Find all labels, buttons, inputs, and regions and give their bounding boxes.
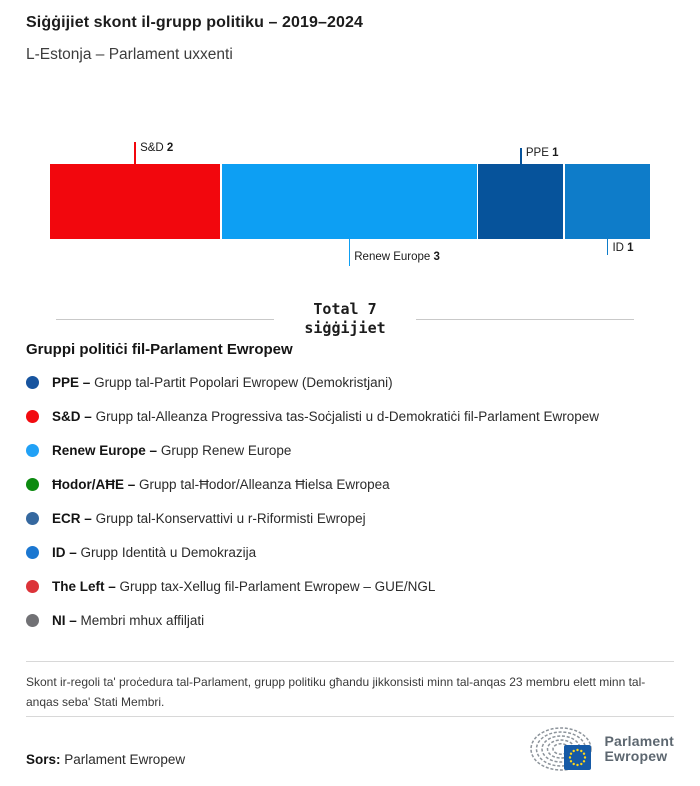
legend-item-sd: S&D – Grupp tal-Alleanza Progressiva tas… [26,399,674,433]
bar-segment-renew[interactable]: Renew Europe 3 [221,164,477,266]
legend-item-text: PPE – Grupp tal-Partit Popolari Ewropew … [52,374,393,390]
legend-item-id: ID – Grupp Identità u Demokrazija [26,535,674,569]
european-parliament-logo[interactable]: Parlament Ewropew [527,725,675,773]
divider-line-right [415,318,634,320]
eu-flag-stars [568,748,586,767]
legend-list: PPE – Grupp tal-Partit Popolari Ewropew … [26,365,674,637]
logo-line1: Parlament [604,733,674,749]
segment-seats: 2 [166,142,174,154]
legend-dot-ecr [26,511,39,525]
legend-dot-ppe [26,375,39,389]
segment-tick-renew [348,239,350,266]
total-seats-row: Total 7 siġġijiet [56,300,634,338]
legend-item-text: Renew Europe – Grupp Renew Europe [52,442,292,458]
legend-item-renew: Renew Europe – Grupp Renew Europe [26,433,674,467]
bar-segment-ppe[interactable]: PPE 1 [478,147,564,239]
legend-item-left: The Left – Grupp tax-Xellug fil-Parlamen… [26,569,674,603]
segment-label-id: ID 1 [612,241,633,255]
page-title: Siġġijiet skont il-grupp politiku – 2019… [26,14,364,31]
legend-item-ecr: ECR – Grupp tal-Konservattivi u r-Riform… [26,501,674,535]
total-seats-line1: Total 7 [313,300,377,318]
footer-divider-top [26,661,674,662]
segment-name: S&D [140,142,164,154]
segment-label-ppe: PPE 1 [526,146,559,160]
seats-stacked-bar: S&D 2 Renew Europe 3 PPE 1 ID 1 [50,142,651,266]
legend-item-greens: Ħodor/AĦE – Grupp tal-Ħodor/Alleanza Ħie… [26,467,674,501]
logo-line2: Ewropew [604,748,668,764]
segment-label-sd: S&D 2 [140,141,173,155]
segment-tick-sd [134,142,136,164]
segment-seats: 1 [552,147,559,159]
legend-item-text: Ħodor/AĦE – Grupp tal-Ħodor/Alleanza Ħie… [52,476,390,492]
legend-item-text: The Left – Grupp tax-Xellug fil-Parlamen… [52,578,436,594]
segment-name: PPE [525,147,549,159]
segment-tick-ppe [520,148,522,164]
segment-tick-id [606,239,609,255]
legend-item-text: NI – Membri mhux affiljati [52,612,205,628]
legend-dot-ni [26,613,39,627]
segment-seats: 1 [627,242,634,254]
segment-name: ID [612,242,624,254]
eu-flag-icon [563,745,591,770]
legend-item-text: ID – Grupp Identità u Demokrazija [52,544,257,560]
legend-dot-id [26,545,39,559]
legend-dot-sd [26,409,39,423]
footer-divider-bottom [26,716,674,717]
legend-dot-greens [26,477,39,491]
segment-label-renew: Renew Europe 3 [354,250,440,264]
divider-line-left [56,318,275,320]
bar-segment-id[interactable]: ID 1 [564,164,651,255]
legend-item-text: S&D – Grupp tal-Alleanza Progressiva tas… [52,408,599,424]
legend-dot-renew [26,443,39,457]
parliament-hemicycle-icon [529,727,592,771]
source-value: Parlament Ewropew [64,752,186,767]
procedure-note: Skont ir-regoli ta' proċedura tal-Parlam… [26,675,646,709]
total-seats-label: Total 7 siġġijiet [274,300,415,338]
legend-heading: Gruppi politiċi fil-Parlament Ewropew [26,341,293,358]
total-seats-line2: siġġijiet [304,319,386,337]
legend-item-text: ECR – Grupp tal-Konservattivi u r-Riform… [52,510,366,526]
logo-wordmark: Parlament Ewropew [605,734,675,764]
segment-seats: 3 [433,251,440,263]
legend-item-ppe: PPE – Grupp tal-Partit Popolari Ewropew … [26,365,674,399]
bar-segment-sd[interactable]: S&D 2 [50,142,221,239]
source-line: Sors: Parlament Ewropew [26,752,185,767]
source-label: Sors: [26,752,61,767]
legend-dot-left [26,579,39,593]
page-subtitle: L-Estonja – Parlament uxxenti [26,46,233,63]
segment-name: Renew Europe [354,251,431,263]
legend-item-ni: NI – Membri mhux affiljati [26,603,674,637]
